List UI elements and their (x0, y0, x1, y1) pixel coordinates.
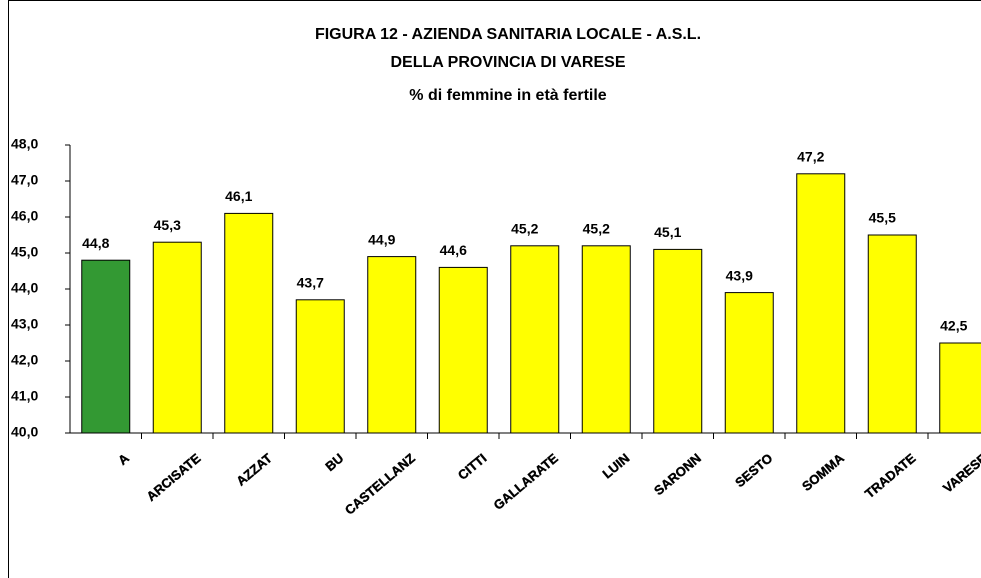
y-tick-label: 45,0 (11, 244, 38, 260)
bar (510, 245, 560, 434)
value-label: 47,2 (797, 149, 824, 165)
bar (581, 245, 631, 434)
y-tick-label: 44,0 (11, 280, 38, 296)
value-label: 45,3 (154, 217, 181, 233)
value-label: 44,9 (368, 231, 395, 247)
y-tick-label: 40,0 (11, 424, 38, 440)
value-label: 45,1 (654, 224, 681, 240)
chart-title: FIGURA 12 - AZIENDA SANITARIA LOCALE - A… (315, 26, 701, 43)
value-label: 42,5 (940, 318, 967, 334)
value-label: 44,8 (82, 235, 109, 251)
y-tick-label: 42,0 (11, 352, 38, 368)
bar (367, 256, 417, 434)
value-label: 45,2 (583, 221, 610, 237)
value-label: 43,9 (726, 267, 753, 283)
bar (224, 212, 274, 434)
bar (81, 259, 131, 434)
bar (724, 292, 774, 434)
value-label: 43,7 (297, 275, 324, 291)
y-tick-label: 41,0 (11, 388, 38, 404)
y-tick-label: 47,0 (11, 172, 38, 188)
bar (867, 234, 917, 434)
value-label: 46,1 (225, 188, 252, 204)
bar (939, 342, 981, 434)
bar (152, 241, 202, 434)
value-label: 45,2 (511, 221, 538, 237)
bar (653, 248, 703, 434)
chart-subtitle: % di femmine in età fertile (409, 87, 606, 104)
chart-title: DELLA PROVINCIA DI VARESE (391, 54, 626, 71)
y-tick-label: 48,0 (11, 136, 38, 152)
bar (438, 266, 488, 434)
y-tick-label: 43,0 (11, 316, 38, 332)
y-tick-label: 46,0 (11, 208, 38, 224)
value-label: 44,6 (440, 242, 467, 258)
value-label: 45,5 (869, 210, 896, 226)
bar (796, 173, 846, 434)
bar (295, 299, 345, 434)
